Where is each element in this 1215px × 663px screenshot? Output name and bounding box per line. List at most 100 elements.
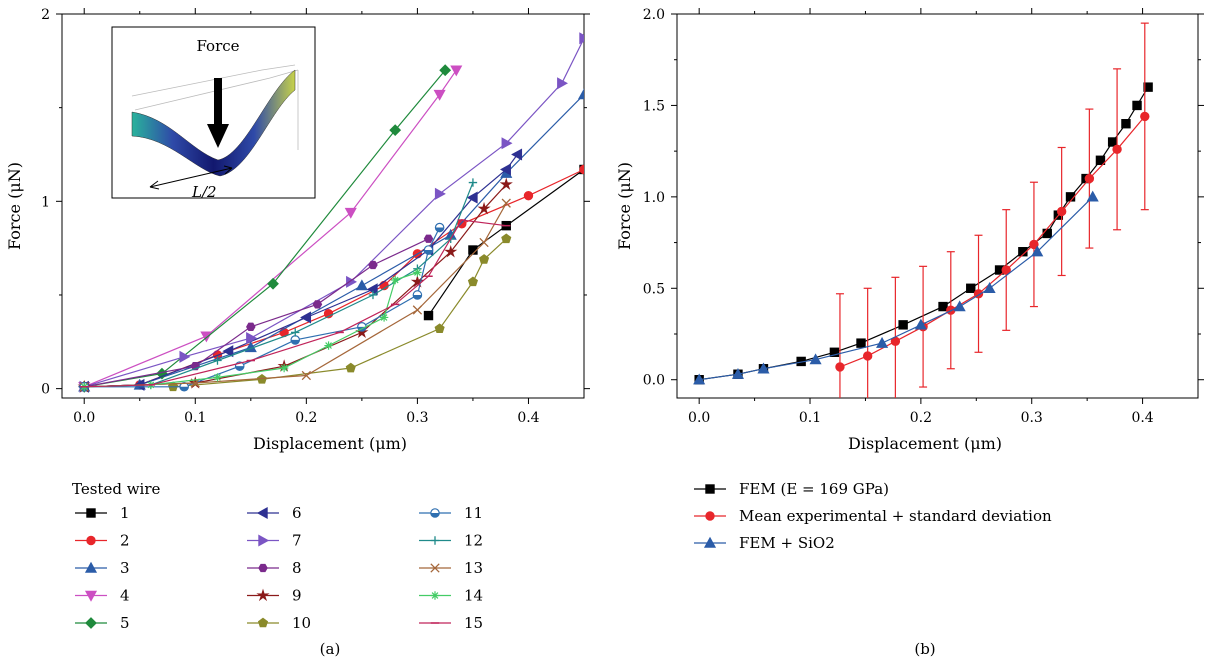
panel-a-y-tick-label: 1 (41, 194, 50, 210)
panel-a-data-point (389, 124, 402, 137)
panel-b-data-point (1029, 239, 1039, 250)
panel-a-data-point (355, 279, 368, 291)
panel-a-data-point (179, 381, 189, 392)
panel-a-legend-item: 6 (247, 504, 302, 522)
panel-a-data-point (345, 362, 356, 373)
legend-marker (84, 561, 98, 573)
panel-a-data-point (450, 65, 463, 77)
panel-b-y-tick-label: 0.5 (643, 281, 665, 297)
panel-a-legend-item: 7 (247, 532, 302, 550)
legend-marker (430, 563, 440, 573)
panel-a-series-line (84, 168, 584, 388)
panel-a-plot-frame (61, 13, 585, 399)
legend-marker (256, 588, 270, 602)
panel-b-data-point (1112, 144, 1122, 155)
panel-b-series-line (699, 196, 1094, 381)
panel-a-legend-title: Tested wire (72, 480, 160, 498)
panel-a-series-line (84, 238, 429, 388)
panel-a-data-point (499, 177, 513, 191)
panel-a-data-point (468, 178, 478, 187)
panel-a-data-point (434, 323, 445, 333)
panel-a-legend-item: 9 (247, 587, 302, 605)
panel-b-data-point (1042, 228, 1052, 239)
panel-a-series-line (84, 202, 507, 388)
legend-marker (430, 508, 440, 518)
panel-a-legend-item: 15 (419, 614, 483, 632)
panel-b-data-point (1095, 155, 1106, 165)
legend-marker (703, 536, 717, 548)
panel-a-data-point (477, 201, 491, 215)
panel-a-data-point (390, 275, 400, 285)
panel-a-data-point (213, 356, 222, 365)
panel-b-y-axis-title: Force (μN) (615, 162, 634, 250)
panel-b-legend-label: FEM + SiO2 (739, 534, 835, 552)
panel-a-data-point (312, 300, 323, 309)
panel-a-data-point (500, 163, 511, 176)
panel-b-data-point (809, 353, 822, 365)
panel-a-series-9 (77, 177, 513, 393)
panel-b-data-point (953, 300, 966, 312)
panel-a-series-7 (79, 32, 584, 393)
panel-b-data-point (1121, 119, 1131, 129)
panel-a-data-point (267, 277, 279, 290)
panel-a-data-point (368, 260, 378, 270)
panel-a-legend-item: 13 (419, 559, 483, 577)
panel-a-x-tick-label: 0.0 (73, 410, 95, 426)
panel-a-legend-item: 4 (75, 587, 130, 605)
panel-a-data-point (412, 305, 423, 315)
panel-a-data-point (444, 244, 458, 258)
panel-a-data-point (501, 233, 512, 244)
panel-a-data-point (433, 89, 446, 101)
panel-a-data-point (246, 332, 258, 345)
panel-a-legend-item: 8 (247, 559, 302, 577)
panel-a-legend-label: 7 (292, 532, 302, 550)
panel-a-data-point (379, 313, 389, 322)
panel-b-data-point (876, 336, 889, 348)
panel-b-data-point (757, 362, 770, 374)
panel-a-data-point (213, 373, 222, 382)
panel-a-series-line (84, 271, 418, 388)
panel-b-data-point (938, 301, 948, 312)
panel-a-legend-label: 5 (120, 614, 130, 632)
panel-b-series-line (839, 116, 1146, 368)
panel-b-data-point (983, 282, 996, 293)
panel-b-chart: 0.0 0.1 0.2 0.3 0.4 0.0 0.5 1.0 1.5 2.0 Displacem… (615, 7, 1204, 658)
legend-marker (86, 535, 96, 546)
panel-b-data-point (1143, 82, 1153, 92)
panel-b-legend-label: FEM (E = 169 GPa) (739, 480, 889, 498)
panel-a-x-tick-label: 0.2 (295, 410, 317, 426)
panel-a-data-point (200, 331, 213, 343)
panel-a-x-tick-label: 0.4 (517, 410, 539, 426)
deformed-beam (131, 69, 296, 177)
panel-a-data-point (300, 311, 312, 324)
legend-marker (257, 617, 269, 628)
panel-a-ticks: 0.0 0.1 0.2 0.3 0.4 0 1 2 (41, 7, 590, 426)
panel-a-data-point (423, 245, 434, 255)
panel-a-data-point (290, 335, 301, 345)
inset-force-label: Force (196, 37, 239, 55)
panel-a-data-point (479, 237, 489, 248)
panel-b-data-point (898, 320, 908, 330)
panel-b-data-point (693, 373, 706, 385)
panel-a-data-point (301, 370, 311, 381)
panel-a-legend-label: 8 (292, 559, 302, 577)
panel-a-data-point (478, 254, 490, 264)
legend-marker (258, 534, 270, 547)
legend-marker (430, 591, 440, 600)
half-length-arrow (149, 167, 233, 188)
legend-marker (430, 536, 440, 545)
panel-a-legend-label: 9 (292, 587, 302, 605)
panel-b-data-point (1086, 190, 1099, 202)
panel-a-legend-item: 11 (419, 504, 483, 522)
panel-a-legend-label: 13 (464, 559, 483, 577)
panel-b-data-point (856, 338, 866, 348)
panel-b-data-point (914, 318, 927, 330)
force-arrow-icon (207, 124, 229, 148)
panel-a-data-point (222, 345, 234, 358)
panel-b-data-point (731, 367, 745, 379)
panel-a-data-point (467, 276, 478, 287)
panel-a-series (77, 32, 584, 393)
panel-a-data-point (246, 322, 256, 331)
